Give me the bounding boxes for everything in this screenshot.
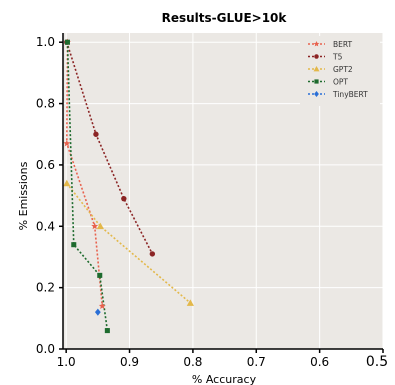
x-ticks: 1.0 0.9 0.8 0.7 0.6 0.5 xyxy=(57,354,389,370)
legend-label-t5: T5 xyxy=(332,52,343,61)
legend-marker-bert xyxy=(313,41,320,47)
legend-label-bert: BERT xyxy=(333,40,353,49)
x-tick-label: 0.7 xyxy=(247,355,266,369)
data-point-bert xyxy=(63,139,71,147)
x-tick-label: 1.0 xyxy=(57,355,76,369)
data-point-bert xyxy=(98,302,106,309)
x-tick-label: 0.5 xyxy=(366,354,388,370)
data-point-opt xyxy=(71,242,77,248)
legend-marker-gpt2 xyxy=(313,66,320,72)
y-axis-label: % Emissions xyxy=(17,161,30,230)
data-point-gpt2 xyxy=(96,222,104,230)
legend-label-opt: OPT xyxy=(333,77,348,86)
data-point-gpt2 xyxy=(63,179,71,187)
y-tick-label: 0.6 xyxy=(36,158,55,172)
legend-marker-t5 xyxy=(314,54,319,59)
legend-label-tinybert: TinyBERT xyxy=(332,90,368,99)
data-point-bert xyxy=(91,222,99,230)
legend: BERT T5 GPT2 OPT TinyBERT xyxy=(300,36,380,106)
data-point-opt xyxy=(64,39,70,45)
x-tick-label: 0.6 xyxy=(310,355,329,369)
data-point-t5 xyxy=(121,195,127,202)
series-line-bert xyxy=(65,42,104,307)
series-line-gpt2 xyxy=(66,182,191,304)
legend-marker-tinybert xyxy=(314,91,319,97)
x-axis-label: % Accuracy xyxy=(192,373,257,385)
data-point-gpt2 xyxy=(186,299,194,306)
y-ticks: 0.0 0.2 0.4 0.6 0.8 1.0 xyxy=(36,35,55,356)
series-line-opt xyxy=(66,42,109,331)
data-point-t5 xyxy=(93,131,99,137)
x-tick-label: 0.9 xyxy=(120,355,139,369)
axes xyxy=(59,33,384,353)
y-tick-label: 1.0 xyxy=(36,35,55,49)
legend-label-gpt2: GPT2 xyxy=(333,65,353,74)
series-line-t5 xyxy=(66,41,154,255)
x-tick-label: 0.8 xyxy=(183,355,202,369)
chart-title: Results-GLUE>10k xyxy=(162,11,288,25)
data-point-opt xyxy=(97,272,103,278)
y-tick-label: 0.2 xyxy=(36,281,55,295)
data-point-t5 xyxy=(149,251,156,257)
y-tick-label: 0.8 xyxy=(36,97,55,111)
data-point-tinybert xyxy=(94,308,101,316)
y-tick-label: 0.4 xyxy=(36,219,55,233)
legend-marker-opt xyxy=(314,79,319,84)
series-lines xyxy=(65,41,191,331)
y-tick-label: 0.0 xyxy=(36,342,55,356)
series-markers xyxy=(63,38,194,334)
data-point-opt xyxy=(104,328,110,334)
